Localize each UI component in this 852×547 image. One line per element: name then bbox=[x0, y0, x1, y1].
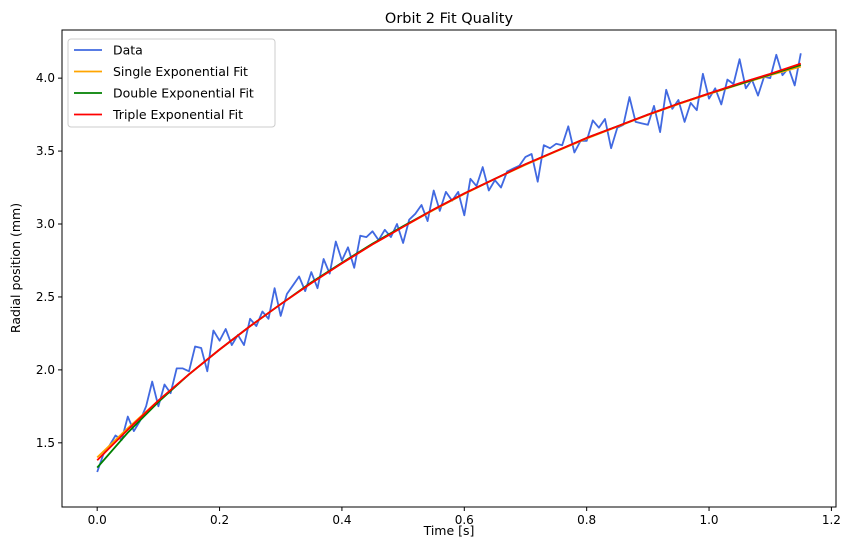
series-line-data bbox=[96, 53, 802, 473]
legend-box bbox=[67, 38, 276, 128]
legend-label: Single Exponential Fit bbox=[113, 64, 248, 79]
y-axis-label: Radial position (mm) bbox=[8, 203, 23, 333]
y-tick-label: 1.5 bbox=[36, 436, 55, 450]
legend: Data Single Exponential Fit Double Exponen… bbox=[67, 38, 276, 128]
x-axis-label: Time [s] bbox=[423, 523, 475, 538]
legend-label: Triple Exponential Fit bbox=[112, 107, 243, 122]
legend-label: Data bbox=[113, 43, 143, 58]
y-tick-label: 3.0 bbox=[36, 217, 55, 231]
plot-frame bbox=[61, 29, 837, 508]
x-tick-label: 1.0 bbox=[699, 513, 718, 527]
x-axis: 0.0 0.2 0.4 0.6 0.8 1.0 1.2 bbox=[88, 507, 841, 527]
y-axis: 1.5 2.0 2.5 3.0 3.5 4.0 bbox=[36, 71, 62, 450]
series-line-triple-exponential-fit bbox=[96, 62, 802, 461]
x-tick-label: 0.4 bbox=[332, 513, 351, 527]
y-tick-label: 3.5 bbox=[36, 144, 55, 158]
x-tick-label: 0.8 bbox=[577, 513, 596, 527]
x-tick-label: 1.2 bbox=[822, 513, 841, 527]
chart-title: Orbit 2 Fit Quality bbox=[385, 11, 514, 27]
legend-label: Double Exponential Fit bbox=[113, 86, 254, 101]
y-tick-label: 2.5 bbox=[36, 290, 55, 304]
x-tick-label: 0.0 bbox=[88, 513, 107, 527]
y-tick-label: 4.0 bbox=[36, 71, 55, 85]
plot-lines bbox=[96, 53, 802, 473]
y-tick-label: 2.0 bbox=[36, 363, 55, 377]
x-tick-label: 0.2 bbox=[210, 513, 229, 527]
x-tick-label: 0.6 bbox=[455, 513, 474, 527]
